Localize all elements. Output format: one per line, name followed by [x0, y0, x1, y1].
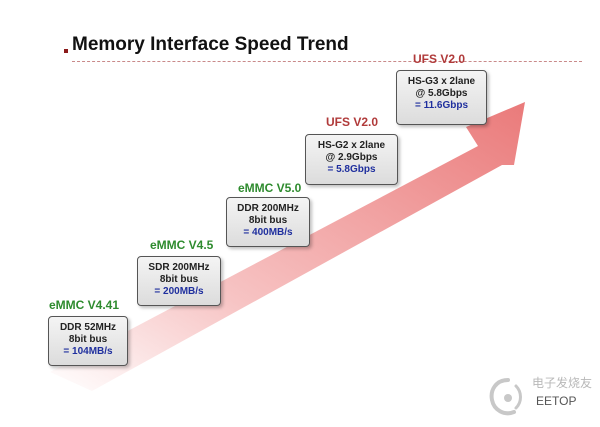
stage-line-2: 8bit bus: [248, 215, 288, 226]
stage-speed: = 5.8Gbps: [327, 164, 376, 175]
stage-box-ufs-v20-g3: HS-G3 x 2lane @ 5.8Gbps = 11.6Gbps: [396, 70, 487, 125]
stage-speed: = 200MB/s: [154, 286, 204, 297]
stage-line-2: 8bit bus: [159, 274, 199, 285]
title-bullet: [64, 49, 68, 53]
stage-speed: = 104MB/s: [63, 346, 113, 357]
stage-line-2: @ 5.8Gbps: [415, 88, 468, 99]
page-title: Memory Interface Speed Trend: [72, 34, 349, 55]
stage-line-1: SDR 200MHz: [148, 262, 210, 273]
stage-box-emmc-v50: DDR 200MHz 8bit bus = 400MB/s: [226, 197, 310, 247]
stage-label-emmc-v441: eMMC V4.41: [49, 298, 120, 312]
watermark-subtext: EETOP: [536, 394, 577, 408]
stage-box-ufs-v20-g2: HS-G2 x 2lane @ 2.9Gbps = 5.8Gbps: [305, 134, 398, 185]
stage-speed: = 11.6Gbps: [414, 100, 469, 111]
title-divider: [72, 61, 582, 62]
stage-line-2: 8bit bus: [68, 334, 108, 345]
watermark: 电子发烧友 EETOP: [486, 374, 592, 422]
stage-line-2: @ 2.9Gbps: [325, 152, 378, 163]
stage-label-emmc-v45: eMMC V4.5: [150, 238, 214, 252]
watermark-logo-icon: [489, 378, 522, 416]
stage-speed: = 400MB/s: [243, 227, 293, 238]
stage-label-ufs-v20-g2: UFS V2.0: [326, 115, 379, 129]
stage-line-1: DDR 52MHz: [59, 322, 117, 333]
stage-line-1: HS-G3 x 2lane: [407, 76, 476, 87]
trend-arrow-shape: [50, 102, 525, 391]
stage-line-1: DDR 200MHz: [237, 203, 299, 214]
stage-label-ufs-v20-g3: UFS V2.0: [413, 52, 466, 66]
stage-label-emmc-v50: eMMC V5.0: [238, 181, 302, 195]
watermark-text: 电子发烧友: [532, 376, 593, 390]
stage-line-1: HS-G2 x 2lane: [317, 140, 386, 151]
title-bar: Memory Interface Speed Trend: [62, 34, 582, 64]
stage-box-emmc-v441: DDR 52MHz 8bit bus = 104MB/s: [48, 316, 128, 366]
stage-box-emmc-v45: SDR 200MHz 8bit bus = 200MB/s: [137, 256, 221, 306]
